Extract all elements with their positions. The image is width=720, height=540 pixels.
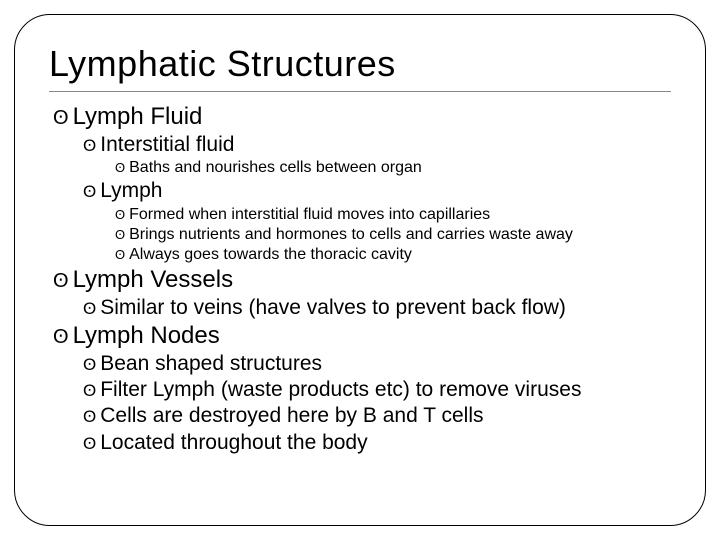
list-item-text: Filter Lymph (waste products etc) to rem… bbox=[100, 377, 581, 403]
bullet-icon: ʘ bbox=[115, 207, 125, 223]
slide-content: ʘLymph FluidʘInterstitial fluidʘBaths an… bbox=[49, 102, 671, 456]
bullet-icon: ʘ bbox=[115, 160, 125, 176]
list-item: ʘBrings nutrients and hormones to cells … bbox=[115, 225, 671, 245]
list-item-text: Lymph Vessels bbox=[73, 265, 234, 295]
bullet-icon: ʘ bbox=[53, 325, 69, 350]
list-item-text: Always goes towards the thoracic cavity bbox=[129, 245, 412, 265]
slide: Lymphatic Structures ʘLymph FluidʘInters… bbox=[0, 0, 720, 540]
list-item: ʘAlways goes towards the thoracic cavity bbox=[115, 245, 671, 265]
list-item: ʘInterstitial fluid bbox=[83, 132, 671, 158]
list-item: ʘFormed when interstitial fluid moves in… bbox=[115, 205, 671, 225]
list-item: ʘLymph bbox=[83, 178, 671, 204]
bullet-icon: ʘ bbox=[53, 106, 69, 131]
list-item: ʘSimilar to veins (have valves to preven… bbox=[83, 295, 671, 321]
list-item: ʘLymph Vessels bbox=[53, 265, 671, 295]
list-item-text: Formed when interstitial fluid moves int… bbox=[129, 205, 490, 225]
slide-title: Lymphatic Structures bbox=[49, 43, 671, 85]
list-item-text: Lymph Nodes bbox=[73, 321, 220, 351]
list-item-text: Brings nutrients and hormones to cells a… bbox=[129, 225, 573, 245]
bullet-icon: ʘ bbox=[83, 380, 96, 401]
bullet-icon: ʘ bbox=[83, 406, 96, 427]
bullet-icon: ʘ bbox=[83, 298, 96, 319]
list-item: ʘLymph Nodes bbox=[53, 321, 671, 351]
bullet-icon: ʘ bbox=[83, 181, 96, 202]
list-item-text: Interstitial fluid bbox=[100, 132, 234, 158]
list-item: ʘFilter Lymph (waste products etc) to re… bbox=[83, 377, 671, 403]
bullet-icon: ʘ bbox=[83, 354, 96, 375]
bullet-icon: ʘ bbox=[83, 135, 96, 156]
bullet-icon: ʘ bbox=[83, 433, 96, 454]
bullet-icon: ʘ bbox=[53, 269, 69, 294]
list-item: ʘLocated throughout the body bbox=[83, 430, 671, 456]
list-item-text: Lymph Fluid bbox=[73, 102, 203, 132]
bullet-icon: ʘ bbox=[115, 247, 125, 263]
list-item-text: Lymph bbox=[100, 178, 162, 204]
list-item: ʘBean shaped structures bbox=[83, 351, 671, 377]
list-item: ʘBaths and nourishes cells between organ bbox=[115, 158, 671, 178]
list-item-text: Located throughout the body bbox=[100, 430, 367, 456]
bullet-icon: ʘ bbox=[115, 227, 125, 243]
list-item-text: Similar to veins (have valves to prevent… bbox=[100, 295, 566, 321]
list-item: ʘCells are destroyed here by B and T cel… bbox=[83, 403, 671, 429]
list-item-text: Bean shaped structures bbox=[100, 351, 322, 377]
list-item-text: Cells are destroyed here by B and T cell… bbox=[100, 403, 483, 429]
list-item: ʘLymph Fluid bbox=[53, 102, 671, 132]
title-rule bbox=[49, 91, 671, 92]
slide-frame: Lymphatic Structures ʘLymph FluidʘInters… bbox=[14, 14, 706, 526]
list-item-text: Baths and nourishes cells between organ bbox=[129, 158, 422, 178]
